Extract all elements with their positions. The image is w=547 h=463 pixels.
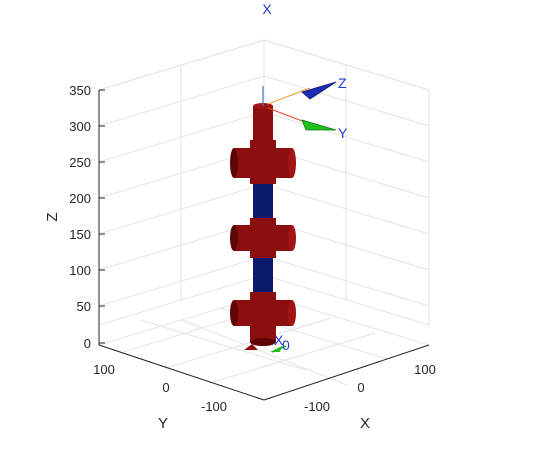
z-tick-label: 300: [69, 119, 91, 134]
x-tick-label: 100: [414, 362, 436, 377]
plot-title: X: [262, 1, 272, 17]
z-tick-label: 100: [69, 263, 91, 278]
y-tick-label: -100: [201, 399, 227, 414]
ee-y-label: Y: [338, 125, 348, 141]
x-tick-label: -100: [304, 399, 330, 414]
joint-middle: [230, 218, 296, 258]
z-axis-label: Z: [44, 212, 61, 221]
z-tick-label: 250: [69, 155, 91, 170]
x-tick-label: 0: [357, 380, 364, 395]
base-frame: X 0: [244, 332, 290, 353]
z-tick-label: 350: [69, 83, 91, 98]
robot-arm: X 0: [230, 75, 348, 353]
axis-lines: [98, 90, 430, 401]
y-tick-label: 100: [93, 362, 115, 377]
base-frame-x-label: X: [274, 332, 284, 348]
x-axis-label: X: [360, 415, 370, 432]
x-tick-labels: -100 0 100: [304, 362, 436, 414]
z-tick-label: 50: [77, 299, 91, 314]
joint-lower: [230, 292, 296, 346]
z-tick-marks: [99, 89, 105, 344]
joint-upper: [230, 140, 296, 184]
y-axis-label: Y: [158, 415, 168, 432]
z-tick-label: 150: [69, 227, 91, 242]
z-cone-icon: [301, 81, 337, 100]
z-tick-label: 200: [69, 191, 91, 206]
z-tick-label: 0: [84, 336, 91, 351]
wall-verticals: [180, 65, 347, 300]
y-tick-labels: 100 0 -100: [93, 362, 227, 414]
y-tick-label: 0: [162, 380, 169, 395]
end-effector-frame: Z Y: [262, 75, 348, 141]
top-link: [253, 103, 273, 150]
z-tick-labels: 350 300 250 200 150 100 50 0: [69, 83, 91, 351]
base-frame-subscript: 0: [282, 337, 290, 353]
y-cone-icon: [301, 119, 337, 131]
ee-z-label: Z: [338, 75, 347, 91]
